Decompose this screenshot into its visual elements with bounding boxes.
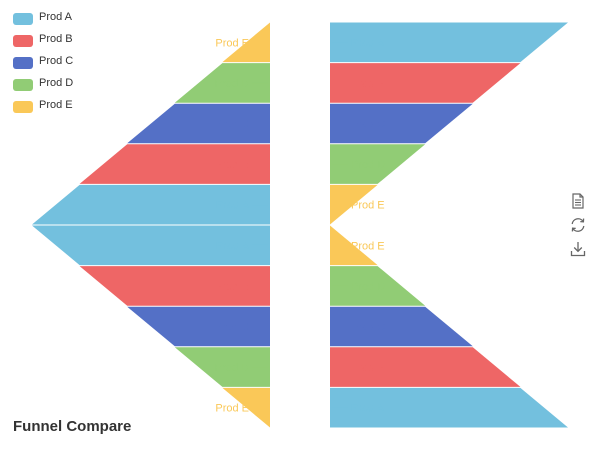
legend-swatch	[13, 13, 33, 25]
funnel-label-prod-b: Prod B	[215, 159, 249, 171]
funnel-segment-prod-b[interactable]	[79, 266, 270, 306]
funnel-label-prod-e: Prod E	[215, 37, 249, 49]
legend-label: Prod D	[39, 77, 74, 89]
legend-label: Prod A	[39, 11, 73, 23]
restore-icon[interactable]	[569, 216, 587, 234]
funnel-left-top: Prod E Prod D Prod C Prod B Prod A	[32, 22, 270, 225]
funnel-label-prod-c: Prod C	[215, 322, 249, 334]
legend-label: Prod E	[39, 99, 73, 111]
funnel-right-bottom: Prod E Prod D Prod C Prod B Prod A	[330, 225, 568, 428]
funnel-segment-prod-e[interactable]	[222, 387, 270, 428]
funnel-label-prod-a: Prod A	[351, 403, 385, 415]
legend-swatch	[13, 101, 33, 113]
funnel-label-prod-a: Prod A	[216, 240, 250, 252]
funnel-segment-prod-c[interactable]	[330, 306, 473, 347]
save-image-icon[interactable]	[569, 240, 587, 258]
funnel-segment-prod-a[interactable]	[32, 225, 270, 266]
funnel-segment-prod-b[interactable]	[330, 63, 521, 103]
funnel-segment-prod-e[interactable]	[330, 184, 378, 225]
funnel-label-prod-c: Prod C	[215, 119, 249, 131]
funnel-segment-prod-c[interactable]	[330, 103, 473, 144]
legend-label: Prod C	[39, 55, 74, 67]
funnel-label-prod-a: Prod A	[216, 200, 250, 212]
chart-title: Funnel Compare	[13, 418, 132, 435]
funnel-label-prod-e: Prod E	[351, 240, 385, 252]
legend-swatch	[13, 79, 33, 91]
funnel-segment-prod-e[interactable]	[222, 22, 270, 63]
funnel-segment-prod-a[interactable]	[330, 387, 568, 428]
funnel-segment-prod-e[interactable]	[330, 225, 378, 266]
funnel-label-prod-d: Prod D	[351, 159, 385, 171]
funnel-label-prod-e: Prod E	[351, 200, 385, 212]
funnel-segment-prod-c[interactable]	[127, 103, 270, 144]
funnel-segment-prod-d[interactable]	[174, 347, 270, 387]
funnel-label-prod-c: Prod C	[351, 119, 385, 131]
legend-label: Prod B	[39, 33, 73, 45]
funnel-label-prod-b: Prod B	[351, 362, 385, 374]
funnel-label-prod-c: Prod C	[351, 322, 385, 334]
legend-swatch	[13, 35, 33, 47]
funnel-segment-prod-d[interactable]	[330, 266, 426, 306]
funnel-segment-prod-a[interactable]	[32, 184, 270, 225]
funnel-label-prod-b: Prod B	[351, 78, 385, 90]
funnel-segment-prod-a[interactable]	[330, 22, 568, 63]
legend-swatch	[13, 57, 33, 69]
funnel-left-bottom: Prod A Prod B Prod C Prod D Prod E	[32, 225, 270, 428]
funnel-segment-prod-d[interactable]	[330, 144, 426, 184]
funnel-right-top: Prod A Prod B Prod C Prod D Prod E	[330, 22, 568, 225]
toolbox	[569, 192, 587, 264]
funnel-segment-prod-d[interactable]	[174, 63, 270, 103]
data-view-icon[interactable]	[569, 192, 587, 210]
funnel-segment-prod-c[interactable]	[127, 306, 270, 347]
funnel-segment-prod-b[interactable]	[330, 347, 521, 387]
funnel-label-prod-b: Prod B	[215, 281, 249, 293]
funnel-label-prod-e: Prod E	[215, 403, 249, 415]
funnel-label-prod-a: Prod A	[351, 37, 385, 49]
funnel-segment-prod-b[interactable]	[79, 144, 270, 184]
funnel-label-prod-d: Prod D	[351, 281, 385, 293]
funnel-label-prod-d: Prod D	[215, 78, 249, 90]
funnel-label-prod-d: Prod D	[215, 362, 249, 374]
